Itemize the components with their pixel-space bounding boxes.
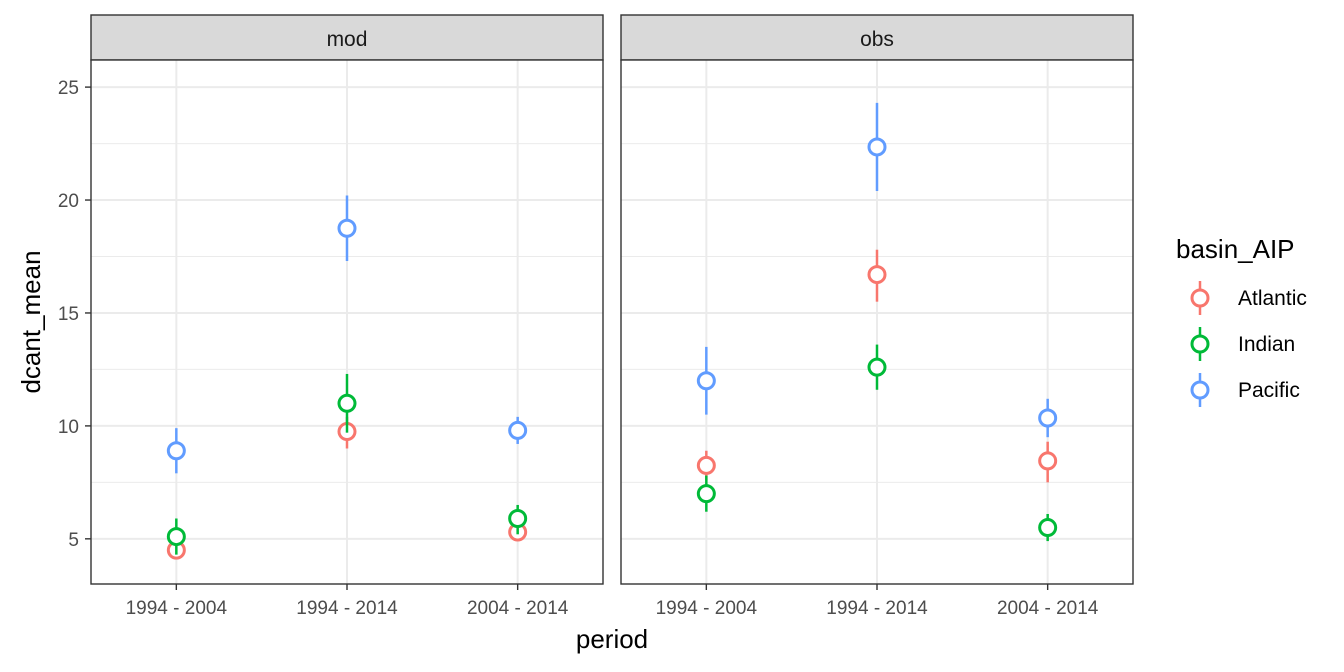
point-obs-pacific-1994-2004 [696,371,716,391]
legend-key-point [1190,334,1210,354]
point-mod-indian-1994-2014 [337,393,357,413]
legend-label: Atlantic [1238,287,1307,310]
point-obs-indian-2004-2014 [1038,518,1058,538]
legend-key-point [1190,288,1210,308]
point-obs-atlantic-2004-2014 [1038,451,1058,471]
x-tick-label: 2004 - 2014 [467,598,569,619]
point-obs-indian-1994-2014 [867,357,887,377]
y-tick-label: 20 [58,191,79,212]
y-tick-label: 25 [58,78,79,99]
strip-label-obs: obs [860,28,894,51]
y-tick-label: 15 [58,304,79,325]
x-tick-label: 1994 - 2004 [656,598,758,619]
panel-obs: obs 1994 - 2004 1994 - 2014 2004 - 2014 [620,14,1134,619]
point-mod-pacific-1994-2014 [337,218,357,238]
legend-entry-atlantic: Atlantic [1190,281,1307,315]
y-tick-label: 10 [58,417,79,438]
strip-mod [90,14,604,61]
point-obs-atlantic-1994-2014 [867,265,887,285]
x-tick-label: 2004 - 2014 [997,598,1099,619]
point-obs-atlantic-1994-2004 [696,455,716,475]
y-axis-title: dcant_mean [16,250,46,393]
y-tick-label: 5 [68,530,79,551]
x-axis-title: period [576,624,648,654]
legend-entry-indian: Indian [1190,327,1295,361]
point-mod-indian-1994-2004 [166,527,186,547]
point-obs-pacific-1994-2014 [867,137,887,157]
legend-label: Pacific [1238,379,1300,402]
point-obs-indian-1994-2004 [696,484,716,504]
point-mod-indian-2004-2014 [508,509,528,528]
legend-key-point [1190,380,1210,400]
x-tick-label: 1994 - 2014 [296,598,398,619]
point-mod-pacific-2004-2014 [508,420,528,440]
x-tick-label: 1994 - 2014 [826,598,928,619]
panel-mod: mod 1994 - 2004 1994 - 2014 2004 - 2014 [90,14,604,619]
y-axis: 5 10 15 20 25 [58,78,91,551]
legend-entry-pacific: Pacific [1190,373,1300,407]
x-tick-label: 1994 - 2004 [126,598,228,619]
legend: basin_AIP Atlantic Indian Pacific [1176,234,1307,407]
strip-obs [620,14,1134,61]
strip-label-mod: mod [327,28,368,51]
point-obs-pacific-2004-2014 [1038,408,1058,428]
legend-label: Indian [1238,333,1295,356]
legend-title: basin_AIP [1176,234,1295,264]
point-mod-pacific-1994-2004 [166,441,186,461]
